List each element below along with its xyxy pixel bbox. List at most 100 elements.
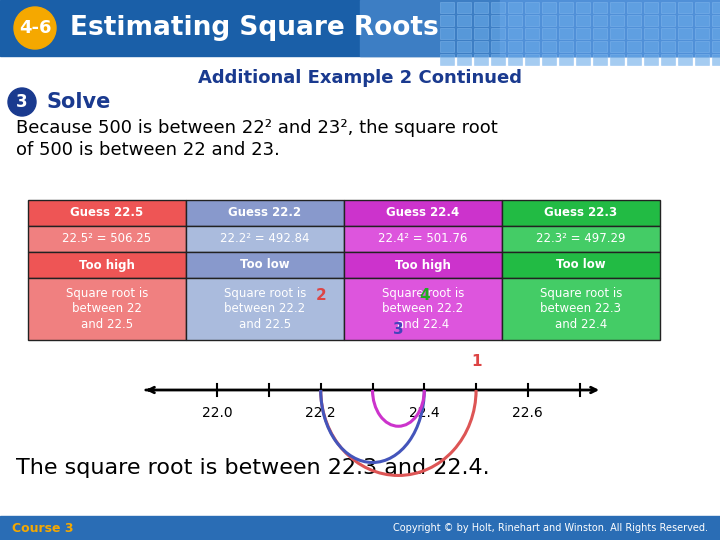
Bar [360,0,720,56]
Bar [593,54,607,65]
Text: 3: 3 [16,93,28,111]
Bar [28,200,186,226]
Bar [576,2,590,13]
Bar [576,15,590,26]
Text: Guess 22.5: Guess 22.5 [71,206,143,219]
Text: Square root is
between 22.3
and 22.4: Square root is between 22.3 and 22.4 [540,287,622,330]
Text: Square root is
between 22.2
and 22.5: Square root is between 22.2 and 22.5 [224,287,306,330]
Text: Course 3: Course 3 [12,522,73,535]
Text: Guess 22.3: Guess 22.3 [544,206,618,219]
Bar [661,15,675,26]
Bar [678,28,692,39]
Bar [678,2,692,13]
Bar [661,2,675,13]
Bar [559,54,573,65]
Bar [712,41,720,52]
Text: The square root is between 22.3 and 22.4.: The square root is between 22.3 and 22.4… [16,458,490,478]
Text: Additional Example 2 Continued: Additional Example 2 Continued [198,69,522,87]
Text: 4-6: 4-6 [19,19,51,37]
Bar [576,41,590,52]
Text: Too low: Too low [556,259,606,272]
Bar [344,226,502,252]
Bar [457,41,471,52]
Text: Guess 22.4: Guess 22.4 [387,206,459,219]
Bar [525,15,539,26]
Bar [661,54,675,65]
Bar [440,2,454,13]
Bar [502,252,660,278]
Bar [491,41,505,52]
Bar [474,54,488,65]
Bar [508,54,522,65]
Bar [491,2,505,13]
Text: 2: 2 [315,287,326,302]
Bar [593,2,607,13]
Bar [627,41,641,52]
Bar [502,200,660,226]
Text: 1: 1 [471,354,482,369]
Bar [440,15,454,26]
Bar [28,278,186,340]
Bar [644,2,658,13]
Text: 3: 3 [393,322,404,338]
Bar [457,15,471,26]
Bar [627,54,641,65]
Bar [610,15,624,26]
Bar [457,2,471,13]
Text: Too low: Too low [240,259,290,272]
Bar [186,278,344,340]
Bar [695,54,709,65]
Bar [695,2,709,13]
Bar [695,28,709,39]
Bar [542,41,556,52]
Bar [186,200,344,226]
Bar [627,15,641,26]
Bar [644,28,658,39]
Bar [525,54,539,65]
Bar [440,54,454,65]
Bar [474,15,488,26]
Text: Because 500 is between 22² and 23², the square root: Because 500 is between 22² and 23², the … [16,119,498,137]
Text: Too high: Too high [395,259,451,272]
Text: Solve: Solve [46,92,110,112]
Bar [644,41,658,52]
Bar [712,15,720,26]
Bar [28,226,186,252]
Bar [0,0,720,56]
Bar [712,54,720,65]
Bar [508,15,522,26]
Circle shape [8,88,36,116]
Bar [559,41,573,52]
Bar [610,41,624,52]
Bar [508,41,522,52]
Bar [457,28,471,39]
Bar [500,0,720,56]
Text: 22.3² = 497.29: 22.3² = 497.29 [536,233,626,246]
Bar [491,28,505,39]
Bar [593,41,607,52]
Text: Guess 22.2: Guess 22.2 [228,206,302,219]
Text: Square root is
between 22
and 22.5: Square root is between 22 and 22.5 [66,287,148,330]
Bar [627,2,641,13]
Bar [525,2,539,13]
Bar [576,28,590,39]
Bar [610,2,624,13]
Bar [559,15,573,26]
Bar [491,54,505,65]
Text: 22.4: 22.4 [409,406,440,420]
Bar [695,15,709,26]
Text: 22.2² = 492.84: 22.2² = 492.84 [220,233,310,246]
Bar [712,2,720,13]
Text: Square root is
between 22.2
and 22.4: Square root is between 22.2 and 22.4 [382,287,464,330]
Text: 22.0: 22.0 [202,406,233,420]
Bar [491,15,505,26]
Bar [0,516,720,540]
Bar [474,2,488,13]
Bar [695,41,709,52]
Bar [559,28,573,39]
Text: 22.5² = 506.25: 22.5² = 506.25 [63,233,152,246]
Bar [508,28,522,39]
Bar [627,28,641,39]
Bar [344,200,502,226]
Text: 4: 4 [419,287,430,302]
